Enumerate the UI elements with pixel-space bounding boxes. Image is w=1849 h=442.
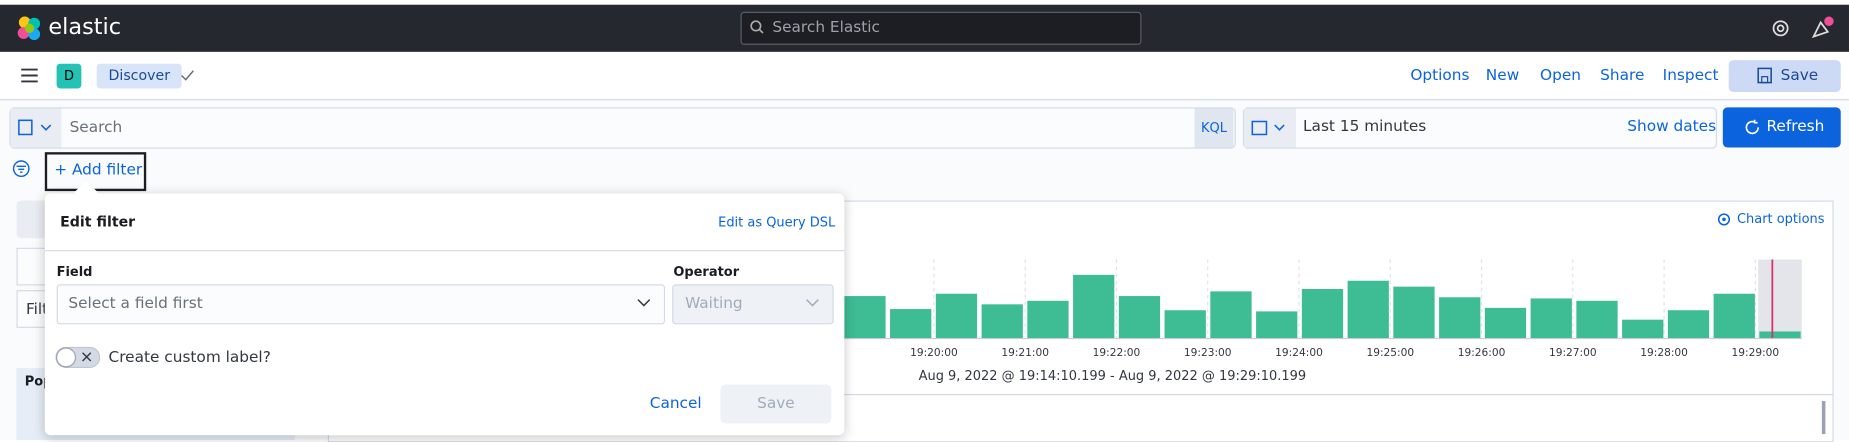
elastic-logo[interactable] [17, 15, 43, 41]
bar [1622, 319, 1664, 339]
x-tick-label: 19:20:00 [910, 346, 958, 359]
bar [1439, 297, 1481, 339]
bar [1759, 331, 1801, 339]
news-icon[interactable] [1810, 14, 1836, 40]
top-edge [0, 0, 1849, 5]
bar [1210, 291, 1252, 339]
check-icon [181, 70, 194, 81]
bar [1576, 300, 1618, 339]
x-tick-label: 19:26:00 [1458, 346, 1506, 359]
bar [1713, 293, 1755, 339]
global-search[interactable] [740, 11, 1142, 45]
x-tick-label: 19:29:00 [1732, 346, 1780, 359]
search-icon [750, 20, 764, 34]
bar [935, 293, 978, 339]
refresh-button[interactable] [1722, 107, 1841, 148]
x-tick-label: 19:21:00 [1001, 346, 1049, 359]
bar [1164, 310, 1206, 339]
menu-button[interactable] [20, 67, 39, 84]
x-tick-label: 19:24:00 [1275, 346, 1323, 359]
field-chevron [637, 299, 651, 307]
custom-label-text: Create custom label? [108, 349, 271, 367]
bar [1301, 289, 1344, 339]
gear-icon [1717, 213, 1731, 226]
brand[interactable]: elastic [48, 14, 122, 41]
open-link[interactable]: Open [1540, 67, 1581, 85]
refresh-icon [1745, 119, 1760, 135]
field-label: Field [56, 264, 93, 280]
operator-placeholder: Waiting [685, 294, 743, 313]
help-icon[interactable] [1771, 19, 1790, 38]
refresh-label: Refresh [1766, 117, 1825, 136]
operator-chevron [806, 299, 819, 307]
app-bar [0, 51, 1849, 101]
popover-save-button: Save [720, 384, 832, 424]
add-filter[interactable]: + Add filter [54, 161, 143, 180]
options-link[interactable]: Options [1410, 67, 1470, 85]
bar [981, 304, 1023, 339]
popover-title: Edit filter [60, 213, 136, 231]
sidebar-filter-text: Filt [25, 300, 49, 319]
bar [1393, 286, 1435, 339]
query-input[interactable] [9, 107, 1236, 149]
x-tick-label: 19:22:00 [1093, 346, 1141, 359]
field-select[interactable] [56, 284, 666, 325]
filter-menu-icon[interactable] [12, 159, 31, 178]
x-tick-label: 19:25:00 [1366, 346, 1414, 359]
save-icon [1757, 67, 1772, 84]
bar [890, 309, 932, 339]
bar [1667, 310, 1710, 339]
current-bucket [1758, 259, 1802, 339]
breadcrumb[interactable]: Discover [96, 63, 182, 89]
divider [44, 250, 845, 252]
cancel-button[interactable]: Cancel [649, 395, 702, 413]
x-tick-label: 19:23:00 [1184, 346, 1232, 359]
bar [1530, 298, 1572, 339]
save-label: Save [1780, 67, 1819, 85]
bar [1484, 307, 1527, 339]
bar [1347, 280, 1389, 339]
date-picker[interactable] [1242, 107, 1717, 149]
space-badge[interactable]: D [56, 63, 82, 89]
chart-options[interactable]: Chart options [1736, 211, 1825, 227]
global-search-placeholder: Search Elastic [772, 18, 880, 37]
bar [1027, 300, 1069, 339]
show-dates[interactable]: Show dates [1627, 117, 1717, 136]
inspect-link[interactable]: Inspect [1662, 67, 1719, 85]
bar [1118, 296, 1161, 339]
bar [844, 296, 886, 339]
x-tick-label: 19:27:00 [1549, 346, 1597, 359]
histogram-range: Aug 9, 2022 @ 19:14:10.199 - Aug 9, 2022… [918, 368, 1307, 384]
custom-label-switch[interactable] [55, 346, 101, 369]
share-link[interactable]: Share [1600, 67, 1645, 85]
edit-dsl[interactable]: Edit as Query DSL [718, 214, 836, 231]
x-tick-label: 19:28:00 [1640, 346, 1688, 359]
scrollbar [1821, 401, 1826, 435]
time-range: Last 15 minutes [1303, 117, 1427, 136]
operator-select [672, 284, 834, 325]
kql-button[interactable]: KQL [1194, 108, 1234, 148]
query-placeholder: Search [69, 119, 123, 137]
operator-label: Operator [673, 264, 740, 280]
saved-query-icon [18, 119, 52, 136]
save-button[interactable] [1728, 60, 1841, 93]
bar [1256, 311, 1298, 339]
new-link[interactable]: New [1485, 67, 1520, 85]
field-placeholder: Select a field first [68, 294, 203, 313]
bar [1073, 274, 1115, 339]
calendar-icon [1251, 120, 1285, 136]
